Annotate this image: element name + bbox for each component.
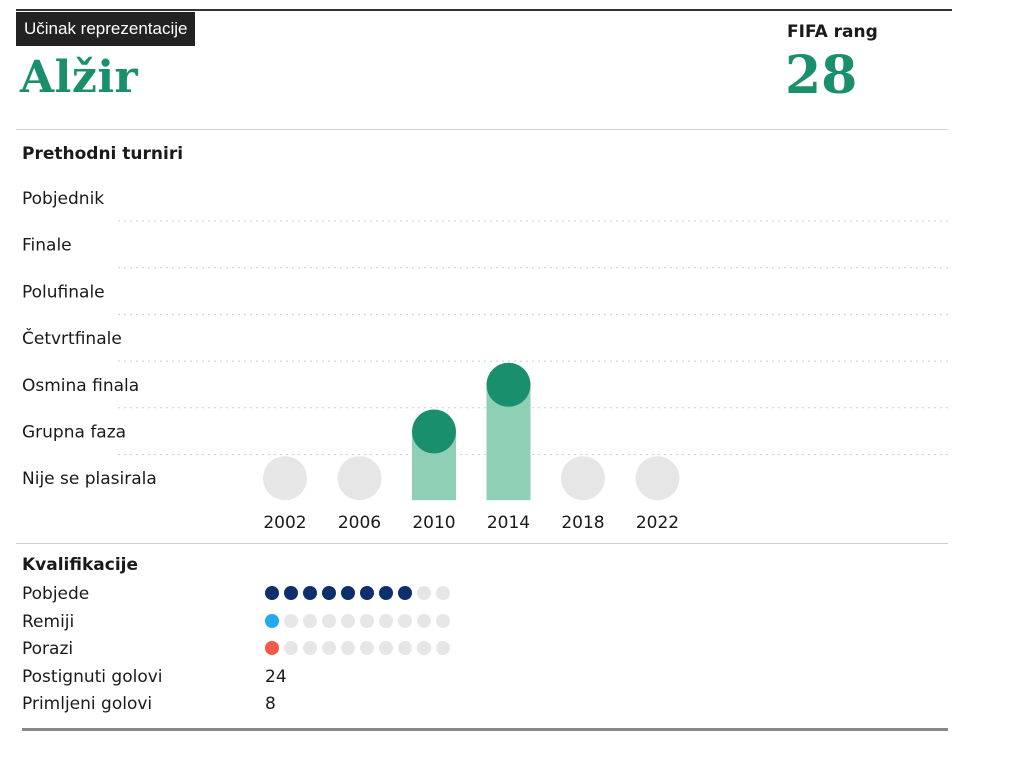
fifa-rank-value: 28: [785, 45, 858, 106]
year-label: 2006: [338, 513, 381, 533]
empty-dot: [398, 614, 412, 628]
empty-dot: [436, 586, 450, 600]
stage-label: Osmina finala: [22, 376, 139, 396]
empty-dot: [417, 641, 431, 655]
wins-label: Pobjede: [22, 584, 90, 604]
draws-label: Remiji: [22, 612, 75, 632]
filled-dot: [360, 586, 374, 600]
bottom-rule: [22, 728, 948, 731]
filled-dot: [341, 586, 355, 600]
empty-dot: [284, 641, 298, 655]
result-point: [486, 362, 531, 407]
empty-dot: [436, 614, 450, 628]
empty-dot: [284, 614, 298, 628]
stage-label: Grupna faza: [22, 423, 126, 443]
filled-dot: [265, 586, 279, 600]
previous-tournaments-title: Prethodni turniri: [22, 144, 184, 164]
stage-label: Četvrtfinale: [22, 327, 122, 349]
filled-dot: [265, 614, 279, 628]
empty-dot: [322, 641, 336, 655]
goals-against-value: 8: [265, 694, 276, 714]
draws-dots: [265, 614, 450, 628]
empty-dot: [417, 586, 431, 600]
result-point: [412, 409, 456, 454]
result-point-not-qualified: [263, 456, 307, 501]
stage-label: Pobjednik: [22, 189, 104, 209]
stage-label: Nije se plasirala: [22, 469, 157, 489]
result-point-not-qualified: [337, 456, 382, 501]
empty-dot: [341, 614, 355, 628]
empty-dot: [360, 641, 374, 655]
filled-dot: [379, 586, 393, 600]
goals-against-label: Primljeni golovi: [22, 694, 153, 714]
filled-dot: [284, 586, 298, 600]
year-label: 2002: [263, 513, 306, 533]
empty-dot: [436, 641, 450, 655]
losses-label: Porazi: [22, 639, 74, 659]
empty-dot: [379, 641, 393, 655]
header-divider: [16, 129, 948, 130]
result-point-not-qualified: [561, 456, 605, 501]
fifa-rank-label: FIFA rang: [787, 22, 878, 42]
chart-divider: [16, 543, 948, 544]
qualifiers-title: Kvalifikacije: [22, 555, 139, 575]
top-rule: [16, 9, 952, 11]
empty-dot: [398, 641, 412, 655]
stage-label: Finale: [22, 236, 72, 256]
goals-for-label: Postignuti golovi: [22, 667, 163, 687]
section-badge: Učinak reprezentacije: [16, 12, 196, 46]
filled-dot: [303, 586, 317, 600]
year-label: 2014: [487, 513, 530, 533]
country-title: Alžir: [20, 52, 139, 103]
losses-dots: [265, 641, 450, 655]
empty-dot: [341, 641, 355, 655]
year-label: 2018: [561, 513, 604, 533]
empty-dot: [417, 614, 431, 628]
filled-dot: [265, 641, 279, 655]
empty-dot: [360, 614, 374, 628]
stage-label: Polufinale: [22, 282, 105, 302]
year-label: 2010: [412, 513, 455, 533]
result-point-not-qualified: [635, 456, 680, 501]
empty-dot: [379, 614, 393, 628]
filled-dot: [322, 586, 336, 600]
wins-dots: [265, 586, 450, 600]
filled-dot: [398, 586, 412, 600]
goals-for-value: 24: [265, 667, 287, 687]
year-label: 2022: [636, 513, 679, 533]
empty-dot: [322, 614, 336, 628]
tournament-chart: Pobjednik Finale Polufinale Četvrtfinale Osm…: [22, 189, 948, 533]
empty-dot: [303, 641, 317, 655]
empty-dot: [303, 614, 317, 628]
